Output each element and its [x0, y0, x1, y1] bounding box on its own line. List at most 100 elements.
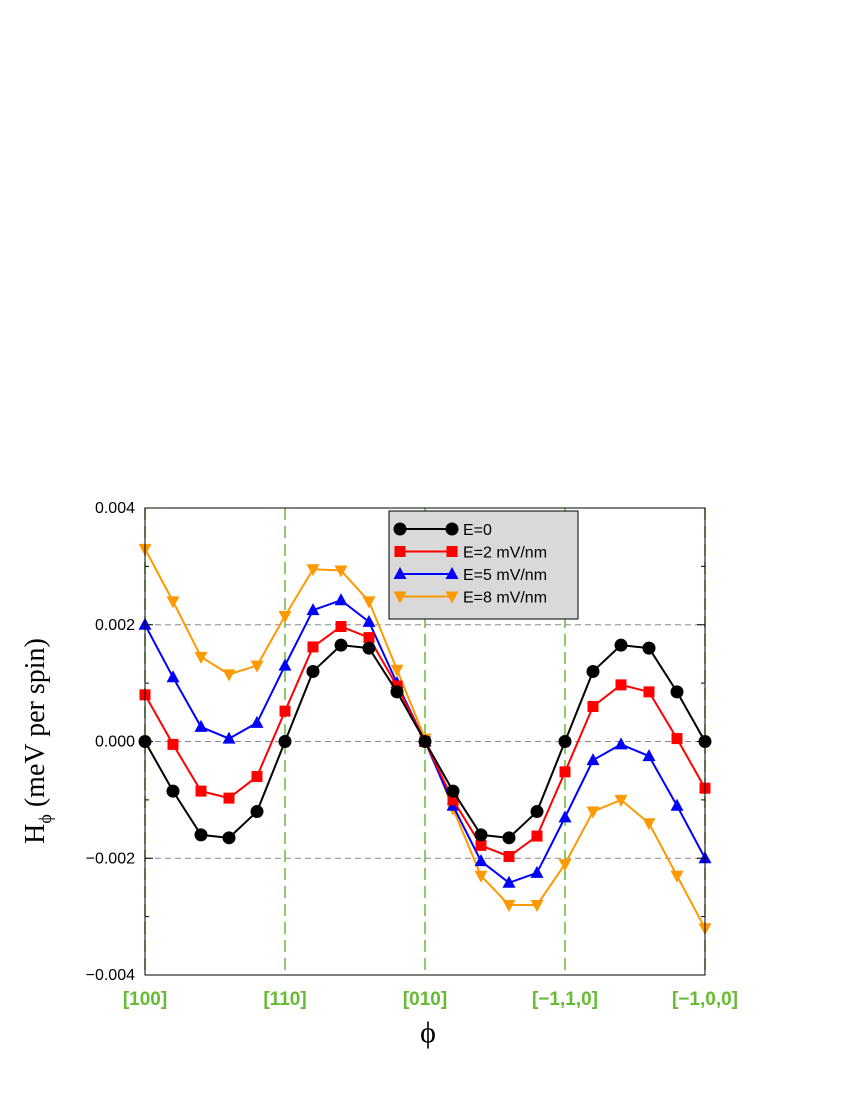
- data-point: [558, 810, 572, 823]
- data-point: [362, 614, 376, 627]
- data-point: [194, 719, 208, 732]
- data-point: [250, 805, 264, 819]
- data-point: [335, 621, 347, 633]
- data-point: [642, 641, 656, 655]
- data-point: [334, 565, 348, 578]
- data-point: [307, 641, 319, 653]
- data-point: [362, 641, 376, 655]
- data-point: [334, 593, 348, 606]
- data-point: [587, 700, 599, 712]
- data-point: [474, 854, 488, 867]
- data-point: [670, 798, 684, 811]
- legend-label: E=2 mV/nm: [463, 545, 547, 562]
- data-point: [362, 596, 376, 609]
- data-point: [306, 664, 320, 678]
- data-point: [530, 805, 544, 819]
- legend-marker: [445, 591, 459, 604]
- legend-marker: [394, 546, 406, 557]
- legend-marker: [393, 522, 407, 536]
- data-point: [279, 705, 291, 717]
- data-point: [334, 638, 348, 652]
- x-direction-label: [−1,0,0]: [672, 989, 738, 1010]
- data-point: [586, 664, 600, 678]
- data-point: [222, 831, 236, 845]
- legend-label: E=0: [463, 522, 492, 539]
- data-point: [166, 596, 180, 609]
- legend-label: E=5 mV/nm: [463, 567, 547, 584]
- y-tick-label: −0.004: [86, 967, 135, 984]
- data-point: [614, 638, 628, 652]
- data-point: [474, 870, 488, 883]
- data-point: [306, 564, 320, 577]
- data-point: [390, 685, 404, 699]
- y-axis-title-main: H: [20, 824, 51, 844]
- y-tick-label: 0.004: [95, 500, 135, 517]
- data-point: [250, 660, 264, 673]
- data-point: [530, 899, 544, 912]
- data-point: [670, 685, 684, 699]
- axis-layer: −0.004 −0.002 0.000 0.002 0.004 [100] [110] [01…: [86, 500, 738, 1010]
- data-point: [306, 603, 320, 616]
- data-point: [363, 632, 375, 644]
- x-axis-title: ϕ: [420, 1016, 436, 1049]
- data-point: [278, 610, 292, 623]
- data-point: [558, 735, 572, 748]
- data-point: [195, 785, 207, 797]
- data-point: [418, 735, 432, 748]
- data-point: [251, 771, 263, 783]
- data-point: [503, 850, 515, 862]
- x-direction-label: [110]: [263, 989, 306, 1010]
- data-point: [447, 794, 459, 806]
- legend-marker: [393, 591, 407, 604]
- data-point: [278, 658, 292, 671]
- data-point: [671, 733, 683, 745]
- data-point: [586, 806, 600, 819]
- x-direction-label: [010]: [403, 989, 447, 1010]
- data-point: [559, 766, 571, 778]
- y-tick-label: −0.002: [86, 850, 135, 867]
- data-point: [278, 735, 292, 748]
- data-point: [586, 753, 600, 766]
- legend-marker: [445, 567, 459, 579]
- svg-text:Hϕ (meV per spin): Hϕ (meV per spin): [20, 638, 55, 844]
- data-point: [642, 749, 656, 762]
- data-point: [194, 651, 208, 664]
- y-axis-title-unit: (meV per spin): [20, 638, 51, 807]
- legend-label: E=8 mV/nm: [463, 590, 547, 607]
- data-point: [502, 875, 516, 888]
- data-point: [615, 679, 627, 691]
- data-point: [530, 865, 544, 878]
- y-tick-label: 0.002: [95, 617, 135, 634]
- data-point: [643, 686, 655, 698]
- data-point: [167, 738, 179, 750]
- data-point: [531, 830, 543, 842]
- data-point: [614, 794, 628, 807]
- data-point: [446, 784, 460, 798]
- data-point: [558, 859, 572, 872]
- data-point: [250, 715, 264, 728]
- y-axis-title: Hϕ (meV per spin): [20, 638, 55, 844]
- data-point: [390, 664, 404, 677]
- data-point: [670, 870, 684, 883]
- y-axis-title-subscript: ϕ: [35, 814, 55, 823]
- data-point: [475, 839, 487, 851]
- legend: E=0 E=2 mV/nm E=5 mV/nm E=8 mV/nm: [388, 510, 579, 620]
- data-point: [166, 784, 180, 798]
- data-point: [614, 737, 628, 750]
- x-direction-label: [−1,1,0]: [532, 989, 598, 1010]
- data-point: [642, 818, 656, 831]
- data-point: [474, 828, 488, 842]
- data-point: [502, 831, 516, 845]
- data-point: [222, 669, 236, 682]
- data-point: [222, 731, 236, 744]
- data-point: [166, 670, 180, 683]
- legend-marker: [445, 522, 459, 536]
- series-0: [138, 638, 712, 845]
- data-point: [502, 899, 516, 912]
- legend-marker: [393, 567, 407, 579]
- data-point: [194, 828, 208, 842]
- legend-marker: [446, 546, 458, 557]
- data-point: [223, 792, 235, 804]
